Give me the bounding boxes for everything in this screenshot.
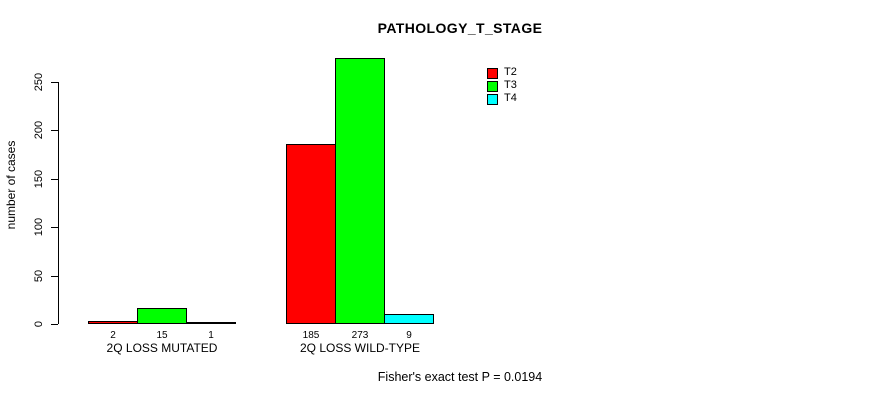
y-tick-label: 100 xyxy=(33,217,45,237)
y-tick xyxy=(51,82,58,83)
y-tick xyxy=(51,179,58,180)
legend-label: T3 xyxy=(504,79,517,91)
category-label: 2Q LOSS WILD-TYPE xyxy=(299,341,421,355)
category-label: 2Q LOSS MUTATED xyxy=(106,341,218,355)
bar-t4-group1 xyxy=(186,322,236,324)
legend-item-t4: T4 xyxy=(487,92,517,105)
y-axis-line xyxy=(58,82,59,324)
chart-title: PATHOLOGY_T_STAGE xyxy=(377,20,543,36)
y-tick-label: 150 xyxy=(33,169,45,189)
bar-value-label: 185 xyxy=(302,330,320,341)
legend-item-t2: T2 xyxy=(487,66,517,79)
bar-value-label: 15 xyxy=(156,330,168,341)
y-tick xyxy=(51,324,58,325)
y-tick-label: 200 xyxy=(33,120,45,140)
bar-t2-group1 xyxy=(88,321,138,324)
y-axis-label: number of cases xyxy=(4,140,18,230)
bar-value-label: 9 xyxy=(406,330,412,341)
bar-t3-group1 xyxy=(137,308,187,324)
bar-value-label: 2 xyxy=(110,330,116,341)
legend-color-swatch-icon xyxy=(487,94,498,105)
legend-item-t3: T3 xyxy=(487,79,517,92)
annotation-pvalue: Fisher's exact test P = 0.0194 xyxy=(377,370,543,384)
bar-t3-group2 xyxy=(335,58,385,324)
y-tick xyxy=(51,227,58,228)
y-tick xyxy=(51,130,58,131)
y-tick-label: 50 xyxy=(33,269,45,283)
y-tick-label: 250 xyxy=(33,72,45,92)
bar-t4-group2 xyxy=(384,314,434,324)
y-tick xyxy=(51,276,58,277)
legend-label: T4 xyxy=(504,92,517,104)
y-tick-label: 0 xyxy=(33,320,45,328)
bar-value-label: 273 xyxy=(351,330,369,341)
bar-value-label: 1 xyxy=(208,330,214,341)
legend-color-swatch-icon xyxy=(487,68,498,79)
legend-color-swatch-icon xyxy=(487,81,498,92)
bar-t2-group2 xyxy=(286,144,336,324)
legend-label: T2 xyxy=(504,66,517,78)
